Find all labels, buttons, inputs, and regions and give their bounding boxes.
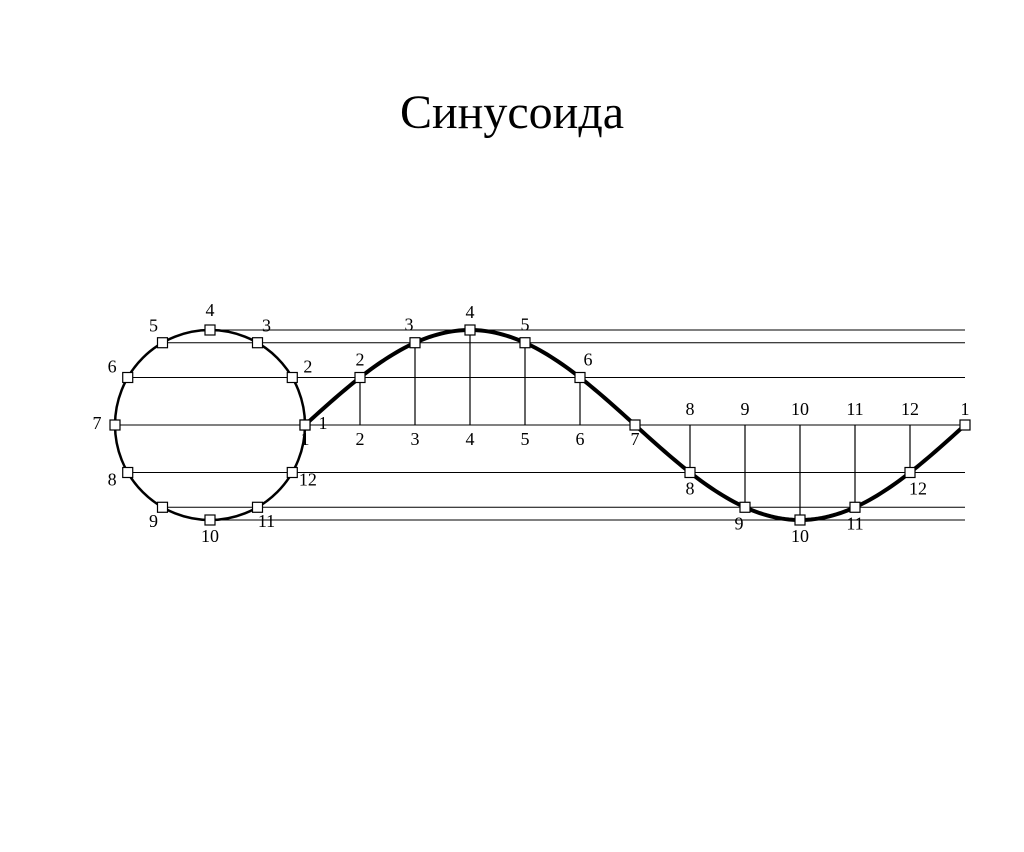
svg-text:4: 4: [466, 429, 475, 449]
svg-text:4: 4: [206, 300, 215, 320]
svg-text:11: 11: [846, 513, 863, 533]
svg-text:3: 3: [405, 315, 414, 335]
svg-text:9: 9: [149, 511, 158, 531]
svg-text:1: 1: [319, 413, 328, 433]
svg-text:6: 6: [576, 429, 585, 449]
svg-text:8: 8: [686, 479, 695, 499]
svg-text:11: 11: [258, 511, 275, 531]
svg-text:8: 8: [108, 470, 117, 490]
svg-text:3: 3: [262, 315, 271, 335]
svg-text:5: 5: [149, 315, 158, 335]
svg-text:12: 12: [299, 470, 317, 490]
svg-text:12: 12: [909, 479, 927, 499]
svg-text:10: 10: [791, 526, 809, 546]
svg-text:8: 8: [686, 399, 695, 419]
svg-text:2: 2: [356, 350, 365, 370]
svg-text:7: 7: [93, 413, 102, 433]
svg-text:5: 5: [521, 429, 530, 449]
svg-text:12: 12: [901, 399, 919, 419]
svg-text:3: 3: [411, 429, 420, 449]
svg-text:7: 7: [631, 429, 640, 449]
svg-text:2: 2: [356, 429, 365, 449]
svg-text:1: 1: [961, 399, 970, 419]
svg-text:11: 11: [846, 399, 863, 419]
svg-text:2: 2: [303, 357, 312, 377]
diagram-svg: 1234567891011121234567891011121234568910…: [75, 275, 975, 615]
svg-text:9: 9: [735, 513, 744, 533]
svg-text:1: 1: [301, 429, 310, 449]
svg-text:6: 6: [108, 357, 117, 377]
svg-text:10: 10: [201, 526, 219, 546]
svg-text:10: 10: [791, 399, 809, 419]
sinusoid-diagram: 1234567891011121234567891011121234568910…: [75, 275, 975, 620]
page-title: Синусоида: [0, 85, 1024, 140]
svg-text:5: 5: [521, 315, 530, 335]
svg-text:6: 6: [584, 350, 593, 370]
svg-text:9: 9: [741, 399, 750, 419]
svg-text:4: 4: [466, 302, 475, 322]
